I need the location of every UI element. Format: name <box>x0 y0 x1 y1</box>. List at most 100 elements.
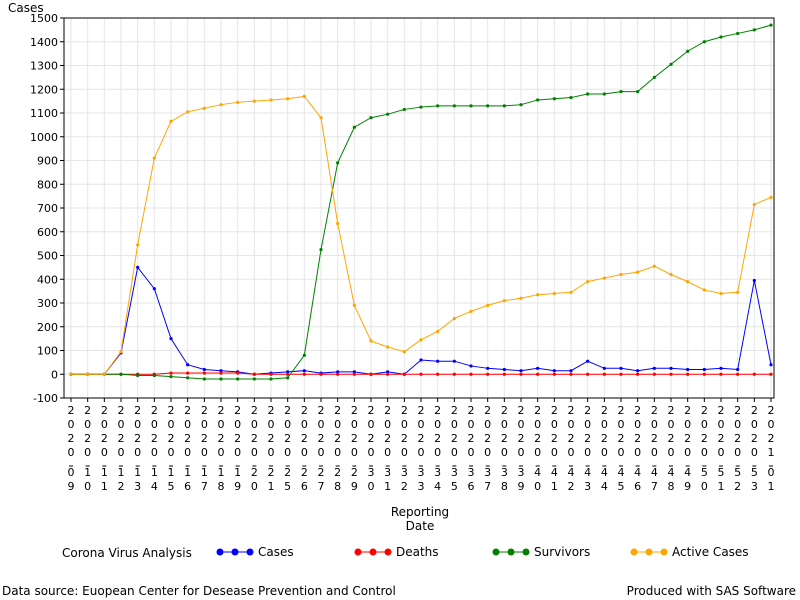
y-tick-label: 800 <box>37 178 58 191</box>
data-point <box>369 372 373 376</box>
data-point <box>536 98 540 102</box>
data-point <box>769 372 773 376</box>
series-lines <box>69 23 773 381</box>
data-point <box>152 156 156 160</box>
data-point <box>402 372 406 376</box>
series-active-cases <box>69 94 773 376</box>
legend-item: Active Cases <box>630 545 749 559</box>
data-point <box>269 98 273 102</box>
legend-marker <box>507 548 515 556</box>
data-point <box>486 366 490 370</box>
data-point <box>469 309 473 313</box>
data-point <box>219 377 223 381</box>
data-point <box>486 104 490 108</box>
data-point <box>502 104 506 108</box>
data-point <box>186 376 190 380</box>
data-point <box>386 112 390 116</box>
data-point <box>619 90 623 94</box>
data-point <box>186 371 190 375</box>
legend-marker <box>522 548 530 556</box>
data-point <box>519 372 523 376</box>
data-point <box>602 276 606 280</box>
data-point <box>719 291 723 296</box>
data-point <box>302 353 306 357</box>
data-point <box>402 107 406 112</box>
y-tick-label: 1300 <box>30 60 58 73</box>
data-point <box>119 372 123 376</box>
data-point <box>736 31 740 36</box>
data-point <box>286 97 290 101</box>
series-cases <box>69 265 773 376</box>
data-point <box>619 272 623 277</box>
y-tick-label: 500 <box>37 250 58 263</box>
legend-marker <box>492 548 500 556</box>
data-point <box>686 280 690 284</box>
data-point <box>652 372 656 376</box>
data-point <box>436 372 440 376</box>
data-point <box>602 92 606 96</box>
data-point <box>336 372 340 376</box>
data-point <box>436 104 440 108</box>
data-point <box>469 104 473 108</box>
legend-marker <box>231 548 239 556</box>
data-point <box>352 303 356 307</box>
data-point <box>669 366 673 370</box>
data-point <box>569 290 573 294</box>
data-point <box>736 372 740 376</box>
data-point <box>119 350 123 354</box>
y-tick-label: 700 <box>37 202 58 215</box>
data-point <box>702 372 706 376</box>
data-point <box>319 116 323 120</box>
data-point <box>569 369 573 373</box>
data-point <box>336 161 340 165</box>
y-tick-label: 1000 <box>30 131 58 144</box>
x-axis-label-line1: Reporting <box>391 505 449 519</box>
legend-item: Cases <box>216 545 294 559</box>
data-source-note: Data source: Euopean Center for Desease … <box>2 584 396 598</box>
y-tick-label: 1500 <box>30 12 58 25</box>
data-point <box>102 372 106 376</box>
data-point <box>436 359 440 363</box>
y-tick-label: 0 <box>51 368 58 381</box>
data-point <box>352 125 356 129</box>
data-point <box>552 291 556 296</box>
y-tick-label: 1400 <box>30 36 58 49</box>
data-point <box>86 372 90 376</box>
data-point <box>219 369 223 373</box>
data-point <box>752 372 756 376</box>
series-survivors <box>69 23 773 381</box>
data-point <box>452 372 456 376</box>
data-point <box>686 367 690 372</box>
legend-marker <box>645 548 653 556</box>
y-tick-label: 900 <box>37 155 58 168</box>
data-point <box>319 247 323 252</box>
data-point <box>752 278 756 283</box>
legend-item: Deaths <box>354 545 439 559</box>
x-axis-label-line2: Date <box>406 519 435 533</box>
data-point <box>419 358 423 362</box>
data-point <box>536 372 540 376</box>
data-point <box>686 372 690 376</box>
legend-marker <box>660 548 668 556</box>
